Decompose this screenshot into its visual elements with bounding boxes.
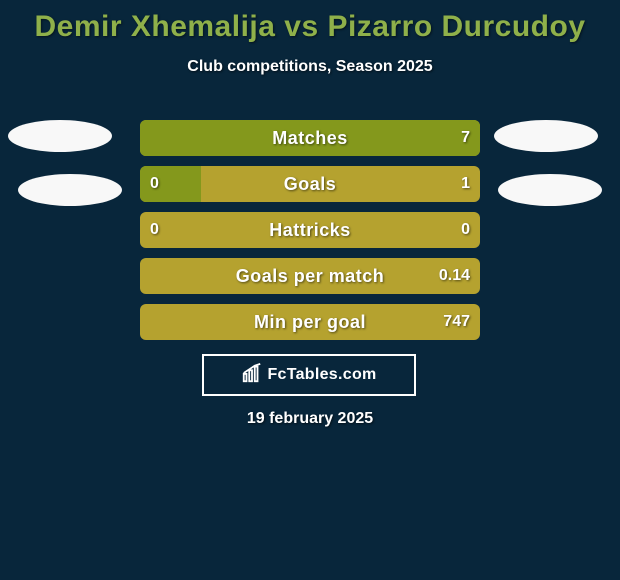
stat-label: Min per goal bbox=[140, 304, 480, 340]
stat-label: Goals bbox=[140, 166, 480, 202]
stat-row: Matches7 bbox=[140, 120, 480, 156]
brand-box: FcTables.com bbox=[202, 354, 416, 396]
comparison-infographic: Demir Xhemalija vs Pizarro Durcudoy Club… bbox=[0, 0, 620, 580]
page-title: Demir Xhemalija vs Pizarro Durcudoy bbox=[0, 0, 620, 44]
stat-value-right: 0.14 bbox=[439, 258, 470, 294]
stat-row: Goals per match0.14 bbox=[140, 258, 480, 294]
stat-value-right: 0 bbox=[461, 212, 470, 248]
subtitle: Club competitions, Season 2025 bbox=[0, 58, 620, 76]
player-right-marker-2 bbox=[498, 174, 602, 206]
chart-icon bbox=[241, 362, 263, 389]
date-text: 19 february 2025 bbox=[0, 410, 620, 428]
stat-label: Goals per match bbox=[140, 258, 480, 294]
brand-text: FcTables.com bbox=[267, 366, 376, 384]
player-right-marker-1 bbox=[494, 120, 598, 152]
stat-label: Matches bbox=[140, 120, 480, 156]
stat-row: Hattricks0 0 bbox=[140, 212, 480, 248]
player-left-marker-2 bbox=[18, 174, 122, 206]
player-left-marker-1 bbox=[8, 120, 112, 152]
stat-value-right: 747 bbox=[443, 304, 470, 340]
stat-row: Goals0 1 bbox=[140, 166, 480, 202]
stat-value-right: 7 bbox=[461, 120, 470, 156]
stat-row: Min per goal747 bbox=[140, 304, 480, 340]
stat-rows: Matches7Goals01Hattricks00Goals per matc… bbox=[140, 120, 480, 350]
stat-label: Hattricks bbox=[140, 212, 480, 248]
stat-value-left: 0 bbox=[150, 212, 159, 248]
stat-value-right: 1 bbox=[461, 166, 470, 202]
stat-value-left: 0 bbox=[150, 166, 159, 202]
